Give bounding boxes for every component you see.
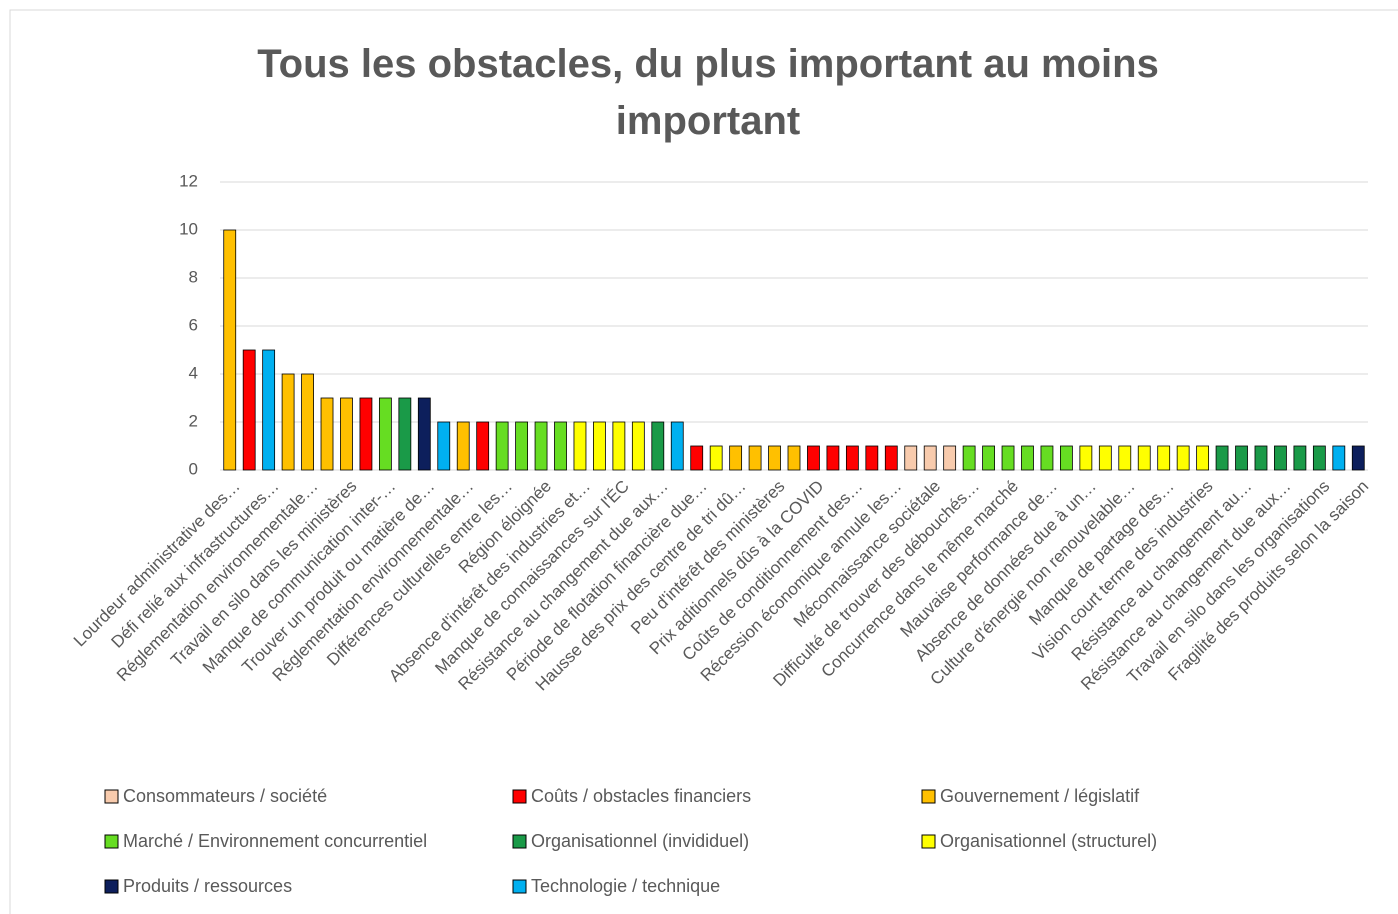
bar xyxy=(982,445,995,471)
y-tick-label: 4 xyxy=(189,363,198,382)
legend-swatch xyxy=(921,789,936,804)
bar xyxy=(670,421,684,471)
bar xyxy=(281,373,295,471)
bar xyxy=(1060,445,1073,471)
legend-label: Produits / ressources xyxy=(123,876,292,896)
bar xyxy=(417,397,431,471)
bar xyxy=(1332,445,1346,471)
bar xyxy=(1274,445,1287,471)
bar xyxy=(1196,445,1210,471)
legend-swatch xyxy=(104,879,119,894)
legend-swatch xyxy=(921,834,936,849)
bar xyxy=(962,445,976,471)
legend-swatch xyxy=(104,834,119,849)
bar xyxy=(398,397,412,471)
bar xyxy=(1021,445,1034,471)
bar xyxy=(1351,445,1365,471)
bar xyxy=(437,421,451,471)
legend-swatch xyxy=(512,834,527,849)
bar xyxy=(1079,445,1093,471)
chart-title: Tous les obstacles, du plus important au… xyxy=(257,42,1159,143)
bar xyxy=(1001,445,1015,471)
bar xyxy=(1215,445,1229,471)
legend-label: Organisationnel (structurel) xyxy=(940,831,1157,851)
y-tick-label: 8 xyxy=(189,267,198,286)
bar xyxy=(320,397,334,471)
legend-swatch xyxy=(512,789,527,804)
bar xyxy=(923,445,937,471)
bar xyxy=(612,421,626,471)
legend-swatch xyxy=(104,789,119,804)
bar xyxy=(340,397,353,471)
legend-label: Coûts / obstacles financiers xyxy=(531,786,751,806)
bar xyxy=(456,421,470,471)
bar xyxy=(1098,445,1112,471)
bar xyxy=(1118,445,1132,471)
y-tick-label: 12 xyxy=(179,171,198,190)
y-tick-label: 6 xyxy=(189,315,198,334)
bar xyxy=(359,397,373,471)
bar xyxy=(631,421,645,471)
bar xyxy=(651,421,665,471)
bar xyxy=(1312,445,1326,471)
bar xyxy=(1235,445,1248,471)
bar xyxy=(515,421,528,471)
bar xyxy=(729,445,743,471)
y-tick-label: 2 xyxy=(189,411,198,430)
bar xyxy=(943,445,957,471)
bar xyxy=(223,229,237,471)
bar xyxy=(1040,445,1054,471)
bar xyxy=(826,445,840,471)
bar xyxy=(1293,445,1307,471)
y-tick-label: 0 xyxy=(189,459,198,478)
legend-label: Gouvernement / législatif xyxy=(940,786,1140,806)
bar xyxy=(1254,445,1268,471)
legend-label: Marché / Environnement concurrentiel xyxy=(123,831,427,851)
bar xyxy=(554,421,567,471)
bar xyxy=(768,445,781,471)
bar xyxy=(476,421,490,471)
bar xyxy=(262,349,276,471)
bar xyxy=(690,445,704,471)
bar xyxy=(534,421,548,471)
legend-label: Consommateurs / société xyxy=(123,786,327,806)
bar xyxy=(573,421,587,471)
bar xyxy=(748,445,762,471)
bar xyxy=(242,349,256,471)
bar xyxy=(495,421,509,471)
bar xyxy=(865,445,879,471)
bar xyxy=(378,397,392,471)
bar xyxy=(884,445,898,471)
bar xyxy=(807,445,820,471)
legend-label: Technologie / technique xyxy=(531,876,720,896)
bar xyxy=(1176,445,1190,471)
bar xyxy=(301,373,314,471)
legend-label: Organisationnel (invididuel) xyxy=(531,831,749,851)
bar xyxy=(709,445,723,471)
bar xyxy=(845,445,859,471)
bar xyxy=(593,421,606,471)
legend-swatch xyxy=(512,879,527,894)
y-tick-label: 10 xyxy=(179,219,198,238)
bar xyxy=(1157,445,1171,471)
bar xyxy=(904,445,918,471)
bar xyxy=(787,445,801,471)
bar xyxy=(1137,445,1151,471)
